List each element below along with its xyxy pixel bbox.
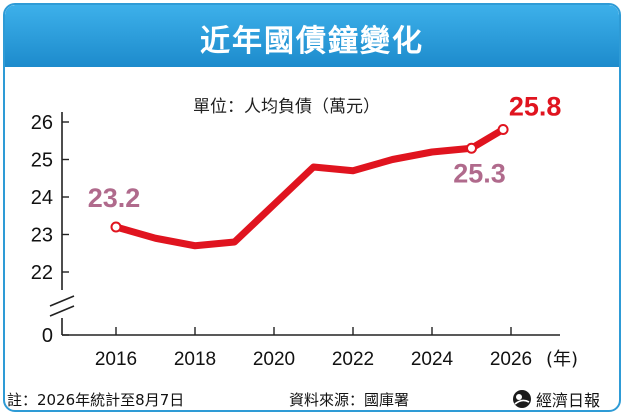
footnote: 註：2026年統計至8月7日 xyxy=(7,391,185,409)
series xyxy=(112,126,507,250)
y-tick-label: 26 xyxy=(31,112,53,134)
axis-break-mark xyxy=(49,305,75,317)
series-line xyxy=(112,126,507,250)
x-tick-label: 2018 xyxy=(174,349,216,370)
chart-card: 近年國債鐘變化 xyxy=(3,3,621,412)
data-point-marker xyxy=(466,142,477,154)
x-tick-label: 2022 xyxy=(332,349,374,370)
x-tick-label: 2024 xyxy=(411,349,454,370)
y-tick-label: 0 xyxy=(42,325,53,347)
title-bar: 近年國債鐘變化 xyxy=(5,5,619,67)
y-tick-label: 23 xyxy=(31,225,53,247)
x-unit-label: (年) xyxy=(546,349,578,370)
brand-name: 經濟日報 xyxy=(536,391,601,410)
unit-label: 單位：人均負債（萬元） xyxy=(193,97,380,117)
brand-logo-icon xyxy=(513,390,531,408)
y-tick-label: 25 xyxy=(31,150,53,172)
chart-title: 近年國債鐘變化 xyxy=(200,24,424,59)
brand: 經濟日報 xyxy=(512,387,600,411)
tick-labels: 0 22 23 24 25 26 2016 2018 2020 2022 2024 2026 (年) xyxy=(31,112,578,370)
data-label: 25.3 xyxy=(453,158,506,188)
x-tick-label: 2020 xyxy=(253,349,295,370)
data-label: 25.8 xyxy=(509,92,562,122)
y-tick-label: 22 xyxy=(31,262,53,284)
source-note: 資料來源：國庫署 xyxy=(289,391,410,409)
data-point-marker xyxy=(497,124,509,135)
data-point-marker xyxy=(110,221,122,233)
footer: 註：2026年統計至8月7日 資料來源：國庫署 經濟日報 xyxy=(7,385,619,411)
data-label: 23.2 xyxy=(88,183,141,213)
data-labels: 23.2 25.3 25.8 xyxy=(88,92,562,233)
axes xyxy=(49,112,560,336)
axis-break-mark xyxy=(49,295,75,307)
y-tick-label: 24 xyxy=(31,187,53,209)
x-tick-label: 2016 xyxy=(95,349,137,370)
x-tick-label: 2026 xyxy=(490,349,532,370)
